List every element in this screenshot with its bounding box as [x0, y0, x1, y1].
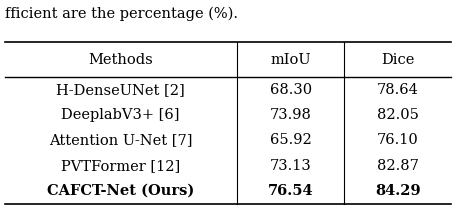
- Text: 65.92: 65.92: [269, 133, 311, 147]
- Text: DeeplabV3+ [6]: DeeplabV3+ [6]: [61, 108, 180, 122]
- Text: 73.98: 73.98: [269, 108, 311, 122]
- Text: 76.10: 76.10: [376, 133, 418, 147]
- Text: 82.05: 82.05: [376, 108, 418, 122]
- Text: 73.13: 73.13: [269, 159, 311, 173]
- Text: mIoU: mIoU: [270, 53, 310, 67]
- Text: Methods: Methods: [88, 53, 153, 67]
- Text: Dice: Dice: [380, 53, 414, 67]
- Text: PVTFormer [12]: PVTFormer [12]: [61, 159, 180, 173]
- Text: 76.54: 76.54: [267, 184, 313, 198]
- Text: Attention U-Net [7]: Attention U-Net [7]: [49, 133, 192, 147]
- Text: 78.64: 78.64: [376, 83, 418, 97]
- Text: 68.30: 68.30: [269, 83, 311, 97]
- Text: fficient are the percentage (%).: fficient are the percentage (%).: [5, 6, 237, 21]
- Text: H-DenseUNet [2]: H-DenseUNet [2]: [56, 83, 185, 97]
- Text: CAFCT-Net (Ours): CAFCT-Net (Ours): [47, 184, 194, 198]
- Text: 84.29: 84.29: [374, 184, 420, 198]
- Text: 82.87: 82.87: [376, 159, 418, 173]
